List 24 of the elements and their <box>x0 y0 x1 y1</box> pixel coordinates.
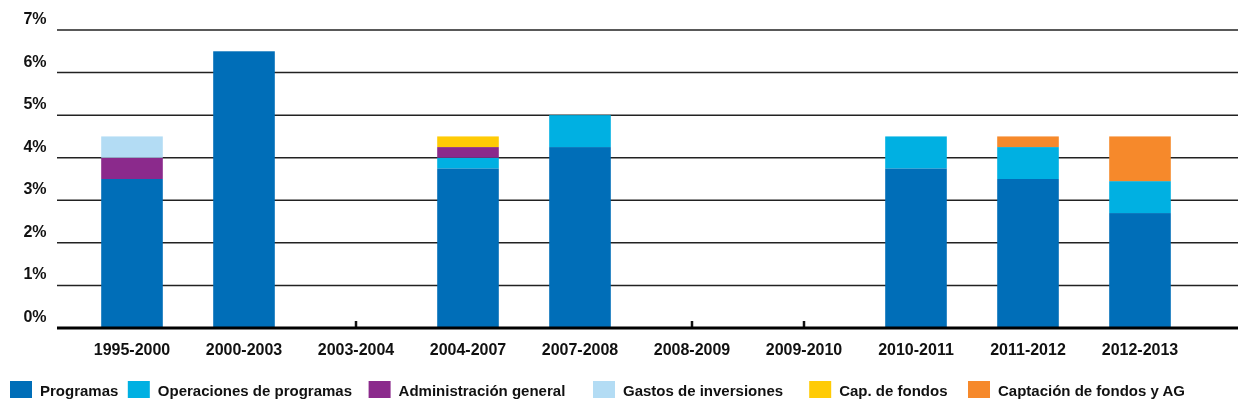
y-tick-label: 3% <box>23 180 47 198</box>
legend-label: Operaciones de programas <box>157 382 353 399</box>
x-tick-label: 2008-2009 <box>653 341 731 358</box>
legend-label: Captación de fondos y AG <box>998 382 1185 399</box>
y-tick-label: 2% <box>23 222 47 240</box>
x-tick-label: 2000-2003 <box>205 341 283 358</box>
y-tick-label: 5% <box>23 95 47 113</box>
x-tick-label: 2012-2013 <box>1101 341 1179 358</box>
x-tick-label: 2003-2004 <box>317 341 395 358</box>
legend-label: Programas <box>40 382 119 399</box>
x-tick-label: 2004-2007 <box>429 341 507 358</box>
y-tick-label: 1% <box>23 265 47 283</box>
y-tick-label: 4% <box>23 137 47 155</box>
y-tick-label: 0% <box>23 308 47 325</box>
x-tick-label: 2007-2008 <box>541 341 619 358</box>
x-tick-label: 2010-2011 <box>878 341 954 358</box>
x-tick-label: 1995-2000 <box>93 341 171 358</box>
legend-label: Cap. de fondos <box>839 382 948 399</box>
x-tick-label: 2011-2012 <box>990 341 1066 358</box>
legend-label: Administración general <box>398 382 566 399</box>
y-tick-label: 6% <box>23 52 47 70</box>
y-tick-label: 7% <box>23 10 47 27</box>
legend-label: Gastos de inversiones <box>623 382 784 399</box>
x-tick-label: 2009-2010 <box>765 341 843 358</box>
